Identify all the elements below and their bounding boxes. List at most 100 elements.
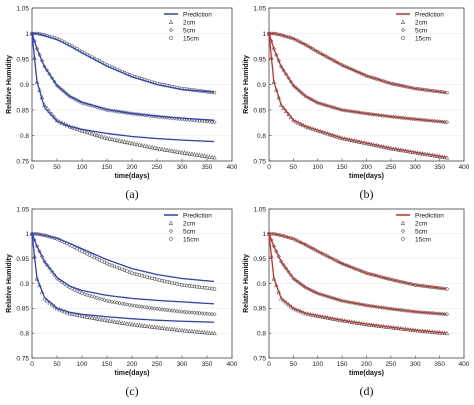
y-tick-label: 0.8 — [20, 330, 29, 337]
data-point-2cm — [184, 150, 190, 156]
data-point-15cm — [313, 48, 318, 53]
y-axis-label: Relative Humidity — [6, 55, 13, 114]
data-point-15cm — [205, 286, 209, 290]
data-point-5cm — [204, 119, 210, 124]
data-point-5cm — [102, 298, 107, 303]
series-2cm — [29, 31, 217, 160]
x-tick-label: 100 — [77, 164, 88, 171]
data-point-2cm — [202, 329, 207, 335]
x-tick-label: 350 — [202, 164, 213, 171]
data-point-15cm — [180, 283, 184, 287]
prediction-line-1 — [268, 33, 447, 158]
y-tick-label: 0.8 — [257, 330, 266, 337]
x-axis-label: time(days) — [349, 370, 384, 377]
data-point-2cm — [144, 143, 150, 149]
legend-marker-15cm — [169, 36, 173, 40]
data-point-15cm — [195, 285, 199, 289]
data-point-5cm — [152, 306, 157, 311]
data-point-2cm — [82, 313, 87, 319]
data-point-5cm — [132, 303, 137, 308]
data-point-2cm — [87, 314, 92, 320]
data-point-5cm — [276, 254, 281, 259]
data-point-5cm — [202, 311, 207, 316]
data-point-2cm — [114, 319, 120, 324]
legend-label-15cm: 15cm — [415, 35, 431, 42]
prediction-line-2 — [268, 33, 447, 123]
data-point-5cm — [112, 300, 117, 305]
data-point-5cm — [197, 311, 202, 316]
data-point-5cm — [159, 307, 165, 312]
data-point-2cm — [147, 144, 152, 149]
y-tick-label: 1 — [25, 231, 29, 238]
data-point-15cm — [170, 281, 174, 285]
data-point-2cm — [159, 325, 165, 330]
legend-label-2cm: 2cm — [183, 19, 195, 26]
data-point-2cm — [109, 136, 115, 142]
data-point-2cm — [114, 137, 120, 143]
data-point-2cm — [149, 324, 155, 329]
data-point-15cm — [308, 45, 313, 50]
data-point-2cm — [157, 146, 162, 151]
x-tick-label: 400 — [459, 361, 470, 368]
legend-label-5cm: 5cm — [415, 228, 427, 235]
data-point-2cm — [139, 323, 145, 328]
y-tick-label: 0.95 — [16, 256, 29, 263]
panel-a: 0 50 100 150 200 250 300 350 400 0.75 0.8 0.85 0.9 0.… — [6, 5, 238, 201]
data-point-5cm — [207, 119, 212, 124]
data-point-5cm — [192, 310, 197, 315]
data-point-2cm — [72, 311, 77, 317]
data-point-5cm — [127, 302, 132, 307]
legend-label-2cm: 2cm — [415, 19, 427, 26]
data-point-2cm — [77, 312, 82, 318]
data-point-5cm — [177, 309, 182, 314]
data-point-2cm — [89, 315, 95, 320]
data-point-15cm — [200, 285, 204, 290]
data-point-2cm — [182, 328, 187, 333]
data-point-5cm — [47, 266, 52, 271]
data-point-2cm — [99, 317, 105, 322]
data-point-5cm — [207, 311, 212, 317]
data-point-5cm — [89, 294, 95, 299]
prediction-line-3 — [32, 233, 215, 283]
data-point-5cm — [184, 310, 190, 315]
data-point-2cm — [154, 145, 160, 151]
prediction-line-1 — [31, 233, 215, 323]
y-tick-label: 0.85 — [16, 107, 29, 114]
y-axis-label: Relative Humidity — [243, 254, 250, 313]
data-point-2cm — [159, 146, 165, 152]
data-point-15cm — [192, 284, 197, 289]
data-point-15cm — [311, 47, 315, 51]
data-point-5cm — [34, 244, 40, 249]
data-point-15cm — [197, 285, 202, 289]
prediction-line-3 — [32, 32, 215, 93]
data-point-15cm — [190, 284, 194, 288]
data-point-2cm — [107, 136, 112, 141]
data-point-2cm — [69, 311, 75, 316]
legend-prediction-label: Prediction — [415, 11, 444, 18]
x-tick-label: 250 — [385, 164, 396, 171]
data-point-5cm — [147, 305, 152, 310]
legend-marker-5cm — [168, 27, 174, 33]
data-point-5cm — [212, 312, 217, 317]
data-point-5cm — [142, 305, 147, 310]
data-point-2cm — [134, 141, 140, 147]
data-point-2cm — [79, 128, 85, 133]
data-point-5cm — [87, 293, 92, 298]
data-point-2cm — [192, 329, 197, 334]
data-point-5cm — [209, 312, 215, 317]
data-point-2cm — [286, 111, 291, 117]
data-point-2cm — [202, 153, 207, 158]
y-tick-label: 0.9 — [20, 82, 29, 89]
data-point-5cm — [199, 311, 205, 316]
data-point-5cm — [212, 120, 217, 125]
legend-marker-2cm — [400, 220, 406, 225]
x-tick-label: 150 — [102, 361, 113, 368]
series-2cm — [29, 231, 217, 336]
data-point-2cm — [99, 134, 105, 139]
legend-marker-15cm — [401, 237, 405, 241]
data-point-2cm — [84, 129, 90, 134]
data-point-15cm — [185, 283, 189, 288]
data-point-2cm — [189, 328, 195, 334]
data-point-2cm — [192, 151, 197, 157]
y-tick-label: 0.85 — [253, 306, 266, 313]
